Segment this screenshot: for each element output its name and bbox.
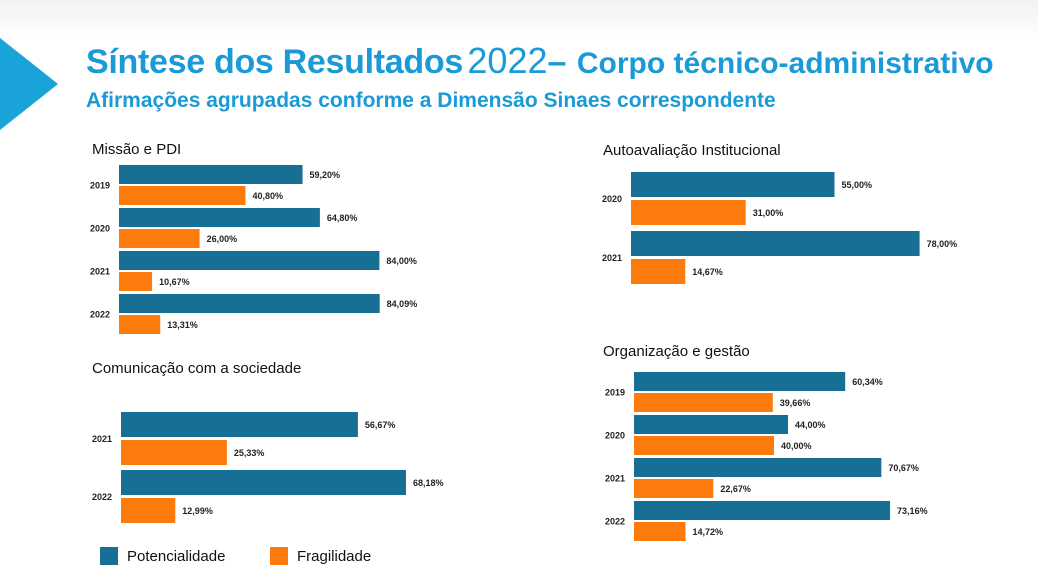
data-label: 68,18% <box>413 478 444 488</box>
chart-organizacao: 2019 60,34% 39,66% 2020 44,00% 40,00% 2021 70,6… <box>605 372 928 541</box>
chart-autoavaliacao: 2020 55,00% 31,00% 2021 78,00% 14,67% <box>602 172 957 284</box>
bar-potencialidade <box>121 412 358 437</box>
bar-fragilidade <box>631 200 746 225</box>
chart-title-missao-pdi: Missão e PDI <box>92 141 182 158</box>
bar-fragilidade <box>121 498 176 523</box>
legend-label-potencialidade: Potencialidade <box>127 547 226 565</box>
title-year: 2022 <box>467 40 548 81</box>
page-subtitle: Afirmações agrupadas conforme a Dimensão… <box>86 89 776 112</box>
category-label: 2019 <box>605 388 625 398</box>
data-label: 10,67% <box>159 277 190 287</box>
category-label: 2021 <box>90 267 110 277</box>
bar-potencialidade <box>119 251 380 270</box>
chart-title-comunicacao: Comunicação com a sociedade <box>92 360 302 377</box>
data-label: 84,00% <box>386 256 417 266</box>
chart-title-organizacao: Organização e gestão <box>603 343 750 360</box>
page-title: Síntese dos Resultados 2022– Corpo técni… <box>86 40 994 82</box>
bar-fragilidade <box>634 436 774 455</box>
data-label: 25,33% <box>234 448 265 458</box>
bar-potencialidade <box>119 294 380 313</box>
title-main: Síntese dos Resultados <box>86 43 463 81</box>
bar-potencialidade <box>634 501 891 520</box>
category-label: 2020 <box>605 431 625 441</box>
decorative-arrow-shape <box>0 38 58 130</box>
data-label: 12,99% <box>182 506 213 516</box>
bar-fragilidade <box>634 479 714 498</box>
bar-fragilidade <box>119 272 153 291</box>
bar-potencialidade <box>119 165 303 184</box>
bar-potencialidade <box>119 208 320 227</box>
data-label: 64,80% <box>327 213 358 223</box>
bar-potencialidade <box>121 470 406 495</box>
bar-fragilidade <box>119 186 246 205</box>
category-label: 2020 <box>90 224 110 234</box>
data-label: 59,20% <box>310 170 341 180</box>
bar-potencialidade <box>631 172 835 197</box>
data-label: 22,67% <box>720 484 751 494</box>
legend-swatch-potencialidade <box>100 547 118 565</box>
data-label: 31,00% <box>753 208 784 218</box>
title-separator: – <box>547 43 567 81</box>
legend-potencialidade: Potencialidade <box>100 547 225 565</box>
bar-fragilidade <box>631 259 686 284</box>
data-label: 26,00% <box>207 234 238 244</box>
category-label: 2022 <box>90 310 110 320</box>
title-subheading: Corpo técnico-administrativo <box>576 47 994 80</box>
header-background <box>0 0 1038 40</box>
data-label: 40,00% <box>781 441 812 451</box>
category-label: 2021 <box>602 253 622 263</box>
bar-potencialidade <box>634 372 846 391</box>
data-label: 14,67% <box>692 267 723 277</box>
data-label: 55,00% <box>842 180 873 190</box>
chart-missao-pdi: 2019 59,20% 40,80% 2020 64,80% 26,00% 2021 84,0… <box>90 165 418 334</box>
data-label: 84,09% <box>387 299 418 309</box>
legend-label-fragilidade: Fragilidade <box>297 547 372 565</box>
category-label: 2019 <box>90 181 110 191</box>
category-label: 2021 <box>605 474 625 484</box>
data-label: 44,00% <box>795 420 826 430</box>
data-label: 78,00% <box>927 239 958 249</box>
data-label: 60,34% <box>852 377 883 387</box>
data-label: 40,80% <box>252 191 283 201</box>
data-label: 56,67% <box>365 420 396 430</box>
chart-comunicacao: 2021 56,67% 25,33% 2022 68,18% 12,99% <box>92 412 444 523</box>
category-label: 2020 <box>602 194 622 204</box>
data-label: 39,66% <box>780 398 811 408</box>
category-label: 2022 <box>92 492 112 502</box>
bar-potencialidade <box>634 415 788 434</box>
bar-potencialidade <box>634 458 882 477</box>
data-label: 73,16% <box>897 506 928 516</box>
bar-fragilidade <box>119 315 161 334</box>
category-label: 2021 <box>92 434 112 444</box>
bar-fragilidade <box>634 393 773 412</box>
legend-swatch-fragilidade <box>270 547 288 565</box>
data-label: 14,72% <box>693 527 724 537</box>
bar-fragilidade <box>121 440 227 465</box>
legend-fragilidade: Fragilidade <box>270 547 371 565</box>
chart-title-autoavaliacao: Autoavaliação Institucional <box>603 142 781 159</box>
bar-potencialidade <box>631 231 920 256</box>
data-label: 70,67% <box>888 463 919 473</box>
bar-fragilidade <box>119 229 200 248</box>
data-label: 13,31% <box>167 320 198 330</box>
bar-fragilidade <box>634 522 686 541</box>
category-label: 2022 <box>605 517 625 527</box>
